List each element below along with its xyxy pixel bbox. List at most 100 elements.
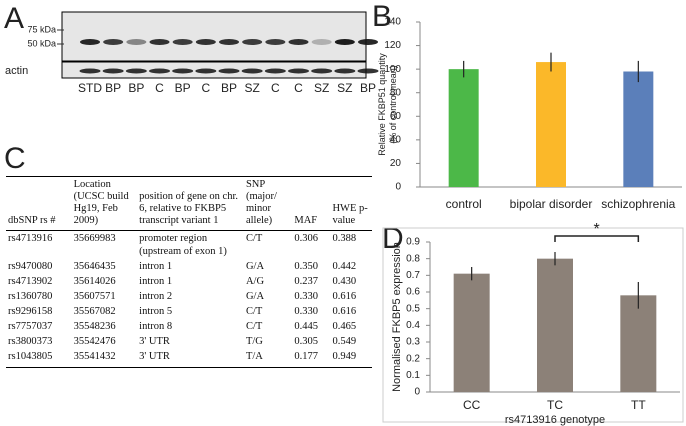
table-cell: 0.465 (332, 321, 357, 332)
blot-band (311, 39, 332, 45)
table-cell: rs9296158 (8, 306, 53, 317)
actin-label: actin (5, 65, 28, 77)
panel-label: B (372, 0, 392, 33)
panel-label: C (4, 142, 26, 175)
y-tick-label: 0.3 (406, 337, 420, 348)
table-cell: 0.616 (332, 306, 357, 317)
column-header: MAF (292, 176, 331, 231)
blot-band (358, 39, 378, 45)
table-cell: 0.237 (294, 276, 318, 287)
lane-label: C (201, 81, 210, 95)
header-row: dbSNP rs # Location (UCSC build Hg19, Feb… (6, 176, 372, 231)
marker-label: 50 kDa (27, 38, 56, 48)
blot-band (172, 39, 193, 45)
y-tick-label: 0.8 (406, 253, 420, 264)
table-cell: 35646435 (73, 261, 116, 272)
table-cell: 0.306 (294, 233, 318, 244)
table-cell: 35542476 (73, 336, 116, 347)
lane-label: C (155, 81, 164, 95)
blot-band (80, 39, 100, 45)
table-cell: C/T (245, 233, 263, 244)
significance-bracket (554, 235, 640, 242)
actin-band (334, 68, 356, 74)
x-tick-label: TC (547, 398, 563, 412)
column-header: position of gene on chr. 6, relative to … (137, 176, 244, 231)
y-tick-label: 120 (384, 40, 401, 51)
table-cell: 35669983 (73, 233, 116, 244)
y-tick-label: 80 (390, 87, 402, 98)
table-cell: G/A (245, 261, 265, 272)
table-cell: intron 1 (139, 276, 173, 287)
x-tick-label: control (446, 197, 482, 211)
table-cell: promoter region (upstream of exon 1) (139, 233, 227, 257)
actin-band (241, 68, 263, 74)
actin-band (125, 68, 147, 74)
table-row: rs1043805 35541432 3' UTR T/A 0.177 0.949 (6, 349, 372, 368)
lane-label: C (271, 81, 280, 95)
table-cell: intron 1 (139, 261, 173, 272)
x-tick-label: TT (631, 398, 646, 412)
table-cell: rs3800373 (8, 336, 53, 347)
table-row: rs7757037 35548236 intron 8 C/T 0.445 0.465 (6, 319, 372, 334)
lane-label: BP (360, 81, 376, 95)
actin-band (357, 68, 379, 74)
table-cell: T/G (245, 336, 263, 347)
table-cell: rs1043805 (6, 349, 72, 368)
table-cell: 0.330 (294, 291, 318, 302)
actin-band (218, 68, 240, 74)
actin-band (195, 68, 217, 74)
column-header: HWE p-value (330, 176, 372, 231)
table-cell: rs4713902 (8, 276, 53, 287)
actin-band (149, 68, 170, 74)
table-cell: 35541432 (71, 349, 138, 368)
blot-band (126, 39, 147, 45)
snp-table: dbSNP rs # Location (UCSC build Hg19, Feb… (6, 176, 372, 368)
bar (536, 62, 566, 188)
lane-label: BP (221, 81, 237, 95)
y-tick-label: 20 (390, 158, 402, 169)
panel-frame (382, 227, 684, 423)
blot-band (219, 39, 239, 45)
table-cell: 0.442 (332, 261, 357, 272)
y-tick-label: 0.4 (406, 320, 420, 331)
blot-band (149, 39, 170, 45)
table-body: rs4713916 35669983 promoter region (upstre… (6, 231, 372, 368)
panel-label: D (382, 222, 404, 255)
y-tick-label: 0 (414, 387, 420, 398)
table-cell: 0.430 (332, 276, 357, 287)
lane-label: SZ (244, 81, 259, 95)
blot-band (334, 39, 355, 45)
lane-label: STD (78, 81, 102, 95)
blot-band (288, 39, 309, 45)
table-row: rs4713916 35669983 promoter region (upstre… (6, 231, 372, 260)
table-cell: intron 2 (139, 291, 173, 302)
table-row: rs4713902 35614026 intron 1 A/G 0.237 0.430 (6, 274, 372, 289)
y-tick-label: 0.6 (406, 287, 420, 298)
table-cell: rs7757037 (8, 321, 53, 332)
y-tick-label: 0.7 (406, 270, 420, 281)
y-tick-label: 0.2 (406, 353, 420, 364)
x-axis-label: rs4713916 genotype (505, 414, 605, 426)
bar (448, 69, 479, 187)
table-cell: 0.305 (294, 336, 318, 347)
bar (620, 295, 657, 392)
table-cell: 0.949 (330, 349, 372, 368)
significance-label: * (594, 221, 600, 238)
table-cell: C/T (245, 306, 263, 317)
actin-band (311, 68, 333, 74)
blot-band (195, 39, 216, 45)
table-cell: T/A (243, 349, 293, 368)
table-cell: 3' UTR (139, 336, 170, 347)
y-tick-label: 0.1 (406, 370, 420, 381)
actin-band (288, 68, 309, 74)
table-cell: 0.330 (294, 306, 318, 317)
y-tick-label: 0.5 (406, 303, 420, 314)
y-tick-label: 40 (390, 134, 402, 145)
y-tick-label: 140 (384, 17, 401, 28)
table-cell: 3' UTR (137, 349, 244, 368)
table-cell: 0.616 (332, 291, 357, 302)
y-tick-label: 100 (384, 64, 401, 75)
blot-upper (61, 11, 367, 62)
